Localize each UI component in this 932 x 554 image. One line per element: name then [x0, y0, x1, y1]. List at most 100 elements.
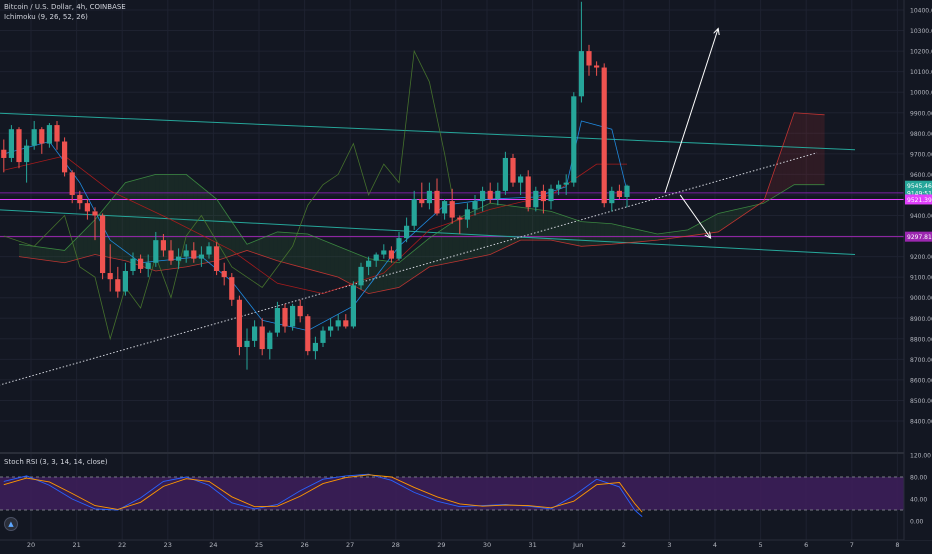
- cloud-segment: [76, 235, 80, 260]
- x-tick-27: 27: [346, 541, 354, 549]
- cloud-segment: [619, 225, 624, 244]
- candle-body: [571, 96, 577, 183]
- candle-body: [252, 326, 258, 341]
- cloud-segment: [114, 191, 118, 260]
- cloud-segment: [516, 206, 521, 242]
- trendline-0: [0, 112, 856, 151]
- cloud-segment: [353, 252, 358, 288]
- ichimoku-cloud: [19, 112, 825, 294]
- cloud-segment: [148, 175, 152, 270]
- cloud-segment: [820, 114, 825, 185]
- candles: [1, 1, 630, 370]
- cloud-segment: [589, 222, 593, 246]
- candle-body: [122, 270, 128, 292]
- candle-body: [434, 190, 440, 214]
- price-badge-bg: [905, 194, 932, 205]
- cloud-segment: [326, 241, 331, 276]
- cloud-segment: [718, 212, 722, 232]
- cloud-segment: [205, 189, 209, 264]
- cloud-segment: [459, 215, 464, 261]
- cloud-segment: [801, 113, 806, 185]
- cloud-segment: [376, 259, 380, 293]
- cloud-segment: [486, 203, 491, 256]
- cloud-segment: [273, 231, 278, 261]
- price-axis-bg: [904, 0, 932, 540]
- cloud-segment: [798, 113, 802, 185]
- candle-body: [267, 332, 273, 350]
- tradingview-logo-icon[interactable]: ▲: [4, 517, 18, 531]
- price-tick-9700: 9700.00: [910, 151, 932, 158]
- price-tick-8700: 8700.00: [910, 357, 932, 364]
- candle-body: [160, 240, 166, 251]
- cloud-segment: [551, 211, 555, 241]
- cloud-segment: [387, 261, 392, 290]
- price-axis: 10400.00 10300.00 10200.00 10100.00 10000.00…: [903, 0, 932, 540]
- cloud-segment: [342, 247, 346, 282]
- cloud-segment: [281, 232, 285, 263]
- x-tick-31: 31: [528, 541, 536, 549]
- price-tick-9000: 9000.00: [910, 295, 932, 302]
- candle-body: [138, 258, 144, 269]
- cloud-segment: [163, 174, 168, 270]
- cloud-segment: [596, 222, 601, 246]
- cloud-segment: [201, 186, 206, 264]
- cloud-segment: [26, 245, 31, 259]
- candle-body: [100, 215, 106, 274]
- cloud-segment: [247, 242, 251, 252]
- cloud-segment: [91, 219, 95, 256]
- cloud-segment: [722, 211, 726, 230]
- candle-body: [274, 307, 280, 333]
- candle-body: [419, 199, 425, 204]
- cloud-segment: [60, 249, 65, 263]
- candle-body: [480, 190, 486, 202]
- indicator-label[interactable]: Ichimoku (9, 26, 52, 26): [4, 13, 88, 21]
- cloud-segment: [212, 195, 217, 262]
- rsi-series-1: [3, 474, 643, 513]
- cloud-segment: [433, 232, 437, 267]
- cloud-segment: [425, 238, 430, 270]
- x-tick-28: 28: [392, 541, 400, 549]
- cloud-segment: [30, 245, 35, 259]
- candle-body: [601, 67, 607, 204]
- cloud-segment: [782, 134, 787, 192]
- candle-body: [404, 225, 410, 239]
- candle-body: [533, 190, 539, 208]
- candle-body: [487, 190, 493, 200]
- cloud-segment: [224, 210, 228, 259]
- cloud-segment: [604, 223, 608, 245]
- price-tick-8500: 8500.00: [910, 398, 932, 405]
- senkou-span-a: [18, 173, 825, 264]
- candle-body: [92, 211, 98, 216]
- cloud-segment: [513, 206, 517, 244]
- cloud-segment: [136, 178, 141, 266]
- candle-body: [563, 182, 569, 185]
- cloud-segment: [581, 221, 586, 247]
- price-badge-bg: [905, 231, 932, 242]
- cloud-segment: [532, 208, 536, 241]
- candle-body: [502, 157, 508, 191]
- candle-body: [540, 190, 546, 202]
- cloud-segment: [452, 220, 456, 263]
- symbol-title[interactable]: Bitcoin / U.S. Dollar, 4h, COINBASE: [4, 3, 126, 11]
- cloud-segment: [813, 114, 817, 185]
- cloud-segment: [209, 192, 213, 263]
- cloud-segment: [570, 217, 574, 245]
- cloud-segment: [159, 174, 164, 271]
- cloud-segment: [106, 201, 111, 258]
- cloud-segment: [345, 249, 350, 284]
- x-tick-22: 22: [118, 541, 126, 549]
- stoch-rsi-label[interactable]: Stoch RSI (3, 3, 14, 14, close): [4, 458, 108, 466]
- candle-body: [305, 316, 311, 352]
- cloud-segment: [266, 235, 270, 259]
- candle-body: [594, 65, 600, 68]
- x-tick-6: 6: [804, 541, 808, 549]
- projection-arrows: [664, 28, 718, 238]
- candle-body: [1, 149, 7, 158]
- trendlines: [0, 112, 856, 386]
- cloud-segment: [577, 220, 582, 247]
- cloud-segment: [535, 209, 540, 241]
- cloud-segment: [710, 215, 715, 233]
- candle-body: [115, 279, 121, 292]
